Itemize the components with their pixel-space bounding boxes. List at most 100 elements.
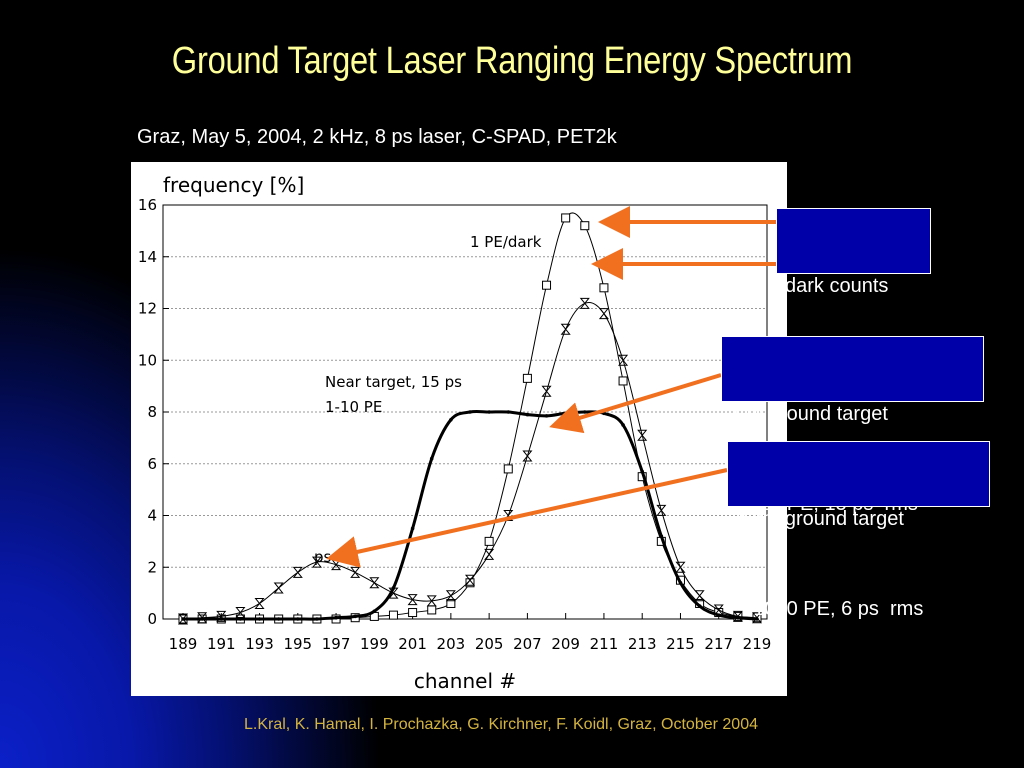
data-point	[716, 613, 721, 617]
data-point	[353, 614, 357, 619]
arrow-1m-target	[549, 373, 722, 434]
x-tick-label: 219	[743, 635, 772, 653]
data-point	[560, 323, 571, 335]
x-tick-label: 207	[513, 635, 542, 653]
y-tick-label: 12	[138, 300, 157, 318]
series-layer	[177, 212, 763, 625]
data-point	[273, 582, 284, 594]
data-point	[599, 283, 609, 293]
slide-title: Ground Target Laser Ranging Energy Spect…	[171, 40, 853, 82]
data-point	[697, 604, 702, 608]
data-point	[429, 456, 434, 461]
data-point	[372, 609, 377, 614]
data-point	[254, 597, 265, 609]
y-tick-label: 10	[138, 351, 157, 369]
data-point	[542, 280, 552, 290]
data-point	[468, 410, 472, 414]
data-point	[678, 580, 683, 585]
data-point	[408, 608, 418, 618]
y-tick-label: 8	[147, 403, 157, 421]
data-point	[755, 617, 759, 621]
x-tick-label: 203	[437, 635, 466, 653]
x-tick-label: 199	[360, 635, 389, 653]
data-point	[579, 297, 590, 309]
data-point	[487, 410, 491, 414]
annotation-near-target: Near target, 15 ps	[325, 373, 462, 391]
y-tick-label: 0	[147, 610, 157, 628]
data-point	[410, 526, 415, 531]
annotation-one-pe: 1 PE/dark	[470, 233, 542, 251]
y-tick-label: 16	[138, 196, 157, 214]
x-tick-label: 197	[322, 635, 351, 653]
data-point	[257, 617, 262, 621]
y-tick-label: 6	[147, 455, 157, 473]
annotation-near-target-pe: 1-10 PE	[325, 398, 382, 416]
data-point	[484, 548, 495, 560]
slide-subtitle: Graz, May 5, 2004, 2 kHz, 8 ps laser, C-…	[137, 126, 617, 148]
data-point	[544, 414, 549, 418]
x-tick-label: 215	[666, 635, 695, 653]
data-point	[736, 615, 740, 620]
data-point	[618, 376, 628, 386]
data-point	[580, 221, 590, 231]
x-tick-label: 191	[207, 635, 236, 653]
data-point	[656, 504, 667, 516]
axis-ticks: 0 2 4 6 8 10 12 14 16 189 191 193 195 197 199 201 203 205…	[138, 196, 771, 653]
data-point	[407, 594, 418, 606]
x-tick-label: 205	[475, 635, 504, 653]
callout-4km-line2: ~ 1000 PE, 6 ps rms	[736, 598, 924, 620]
data-point	[506, 410, 511, 414]
data-point	[219, 617, 224, 621]
x-tick-label: 189	[169, 635, 198, 653]
callout-dark-counts: dark counts prepulses	[776, 208, 931, 387]
data-point	[522, 373, 532, 383]
data-point	[618, 354, 629, 366]
data-point	[484, 536, 494, 546]
data-point	[177, 613, 189, 625]
x-tick-label: 209	[551, 635, 580, 653]
y-tick-label: 4	[147, 507, 157, 525]
data-point	[640, 469, 644, 474]
data-point	[388, 610, 398, 620]
data-point	[637, 429, 648, 441]
data-point	[292, 566, 303, 578]
series-2	[181, 409, 759, 621]
data-point	[238, 617, 243, 621]
data-point	[391, 586, 396, 590]
data-point	[426, 595, 437, 607]
data-point	[181, 617, 185, 621]
data-point	[465, 578, 475, 588]
data-point	[276, 617, 281, 621]
data-point	[525, 412, 530, 417]
data-point	[561, 213, 571, 223]
data-point	[541, 385, 552, 397]
arrow-4km-target	[326, 468, 728, 568]
energy-spectrum-chart: 0 2 4 6 8 10 12 14 16 189 191 193 195 197 199 201 203 205…	[138, 173, 771, 693]
callout-dark-line1: dark counts	[785, 275, 889, 297]
data-point	[621, 423, 625, 427]
data-point	[449, 417, 453, 422]
data-point	[446, 598, 456, 608]
data-point	[296, 617, 300, 621]
x-tick-label: 211	[590, 635, 619, 653]
y-tick-label: 14	[138, 248, 157, 266]
data-point	[334, 615, 338, 620]
x-tick-label: 193	[245, 635, 274, 653]
callout-1m-ground-target: 1 m ground target 1 - 10 PE, 15 ps rms	[721, 336, 984, 515]
data-point	[369, 577, 380, 589]
data-point	[311, 556, 322, 568]
callout-4km-ground-target: 4 km ground target ~ 1000 PE, 6 ps rms	[727, 441, 990, 620]
data-point	[503, 464, 513, 474]
data-point	[659, 534, 664, 538]
data-point	[445, 590, 456, 602]
chart-panel: 0 2 4 6 8 10 12 14 16 189 191 193 195 197 199 201 203 205…	[131, 162, 787, 696]
y-axis-label: frequency [%]	[163, 173, 304, 197]
x-axis-label: channel #	[414, 669, 516, 693]
x-tick-label: 195	[283, 635, 312, 653]
data-point	[598, 308, 609, 320]
y-tick-label: 2	[147, 558, 157, 576]
data-point	[200, 617, 204, 621]
x-tick-label: 217	[704, 635, 733, 653]
data-point	[522, 450, 533, 462]
